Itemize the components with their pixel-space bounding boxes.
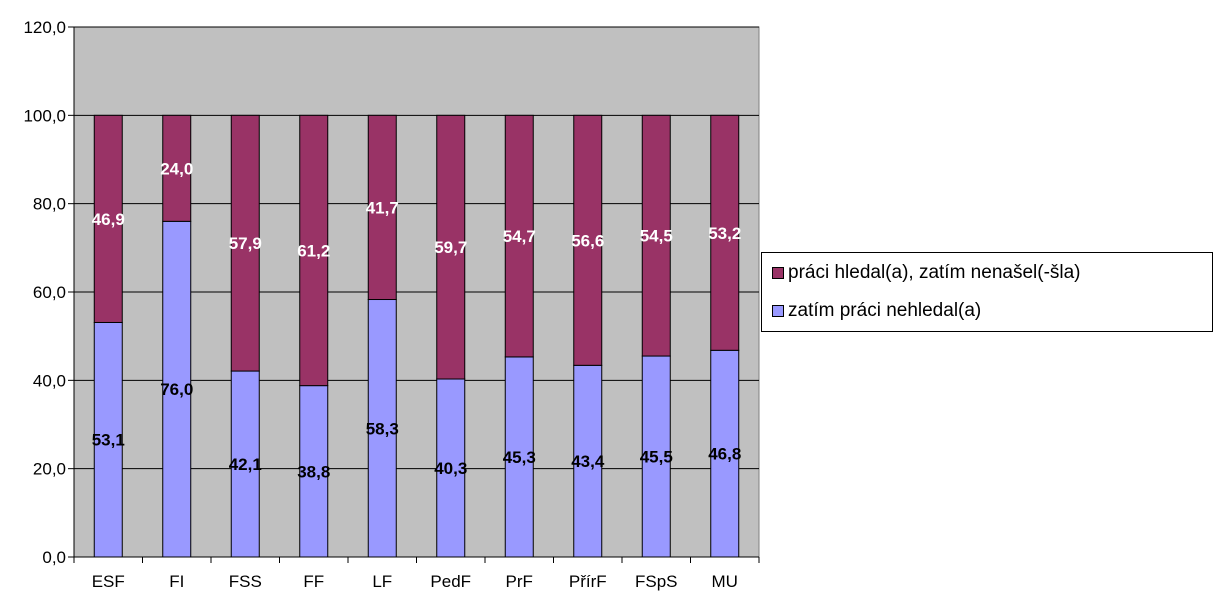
legend-swatch-2 (772, 305, 784, 317)
x-tick-label: FSS (229, 572, 262, 591)
x-tick-label: ESF (92, 572, 125, 591)
bar-not-searched (504, 356, 534, 558)
bar-not-searched (367, 299, 397, 558)
x-tick-label: PedF (430, 572, 471, 591)
y-axis-tick-labels: 0,0 20,0 40,0 60,0 80,0 100,0 120,0 (23, 18, 66, 567)
bar-searched (367, 114, 397, 301)
x-tick-label: PrF (506, 572, 533, 591)
bar-searched (504, 114, 534, 358)
data-label: 53,2 (708, 224, 741, 243)
legend-swatch-1 (772, 267, 784, 279)
bar-searched (93, 114, 123, 323)
bar-searched (299, 114, 329, 387)
data-label: 42,1 (229, 455, 262, 474)
legend-label-2: zatím práci nehledal(a) (788, 300, 982, 321)
data-label: 59,7 (434, 238, 467, 257)
data-label: 58,3 (366, 419, 399, 438)
bar-searched (641, 114, 671, 357)
x-tick-label: FSpS (635, 572, 678, 591)
bar-searched (162, 114, 192, 222)
bar-not-searched (299, 385, 329, 558)
y-tick-label: 40,0 (33, 371, 66, 390)
bar-not-searched (93, 321, 123, 558)
legend-item-1: práci hledal(a), zatím nenašel(-šla) (772, 262, 1081, 284)
x-tick-label: FF (303, 572, 324, 591)
data-label: 38,8 (297, 462, 330, 481)
data-label: 54,5 (640, 227, 673, 246)
data-label: 56,6 (571, 231, 604, 250)
y-tick-label: 0,0 (42, 548, 66, 567)
y-tick-label: 120,0 (23, 18, 66, 37)
y-tick-label: 60,0 (33, 283, 66, 302)
legend-label-1: práci hledal(a), zatím nenašel(-šla) (788, 262, 1081, 283)
bars (93, 114, 740, 558)
data-label: 76,0 (160, 380, 193, 399)
data-label: 53,1 (92, 431, 125, 450)
x-tick-label: MU (712, 572, 738, 591)
data-label: 43,4 (571, 452, 605, 471)
data-label: 41,7 (366, 198, 399, 217)
axes (68, 26, 760, 563)
bar-searched (436, 114, 466, 380)
data-label: 61,2 (297, 241, 330, 260)
data-label: 45,5 (640, 448, 673, 467)
data-label: 46,8 (708, 445, 741, 464)
x-tick-label: PřírF (569, 572, 607, 591)
data-label: 45,3 (503, 448, 536, 467)
bar-searched (573, 114, 603, 366)
y-tick-label: 100,0 (23, 106, 66, 125)
legend: práci hledal(a), zatím nenašel(-šla) zat… (761, 252, 1213, 332)
x-tick-label: LF (372, 572, 392, 591)
data-label: 54,7 (503, 227, 536, 246)
bar-searched (230, 114, 260, 372)
data-labels: 53,1 46,9 76,0 24,0 42,1 57,9 38,8 61,2 58,3 41,7… (92, 159, 742, 481)
bar-not-searched (230, 370, 260, 558)
bar-not-searched (573, 364, 603, 558)
legend-item-2: zatím práci nehledal(a) (772, 300, 981, 322)
data-label: 40,3 (434, 459, 467, 478)
y-tick-label: 80,0 (33, 195, 66, 214)
bar-not-searched (710, 349, 740, 558)
data-label: 24,0 (160, 159, 193, 178)
bar-searched (710, 114, 740, 351)
x-axis-tick-labels: ESF FI FSS FF LF PedF PrF PřírF FSpS MU (92, 572, 738, 591)
x-tick-label: FI (169, 572, 184, 591)
data-label: 57,9 (229, 234, 262, 253)
data-label: 46,9 (92, 210, 125, 229)
y-tick-label: 20,0 (33, 460, 66, 479)
